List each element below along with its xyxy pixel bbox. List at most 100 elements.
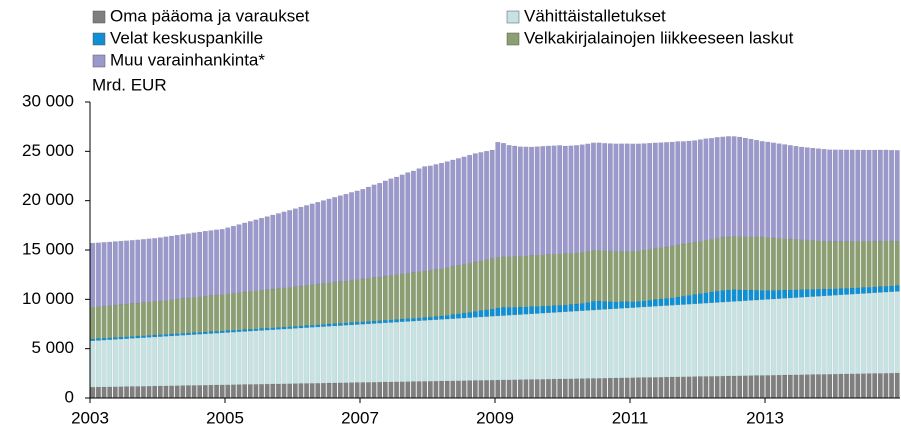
bar-segment (872, 240, 878, 288)
bar-segment (506, 379, 512, 399)
bar-segment (675, 296, 681, 306)
bar-segment (242, 222, 248, 293)
bar-segment (461, 156, 467, 265)
bar-segment (247, 291, 253, 330)
bar-segment (326, 323, 332, 327)
bar-segment (675, 244, 681, 298)
bar-segment (782, 238, 788, 291)
bar-segment (557, 305, 563, 313)
bar-segment (692, 303, 698, 377)
bar-segment (124, 386, 130, 399)
bar-segment (534, 146, 540, 256)
bar-segment (500, 315, 506, 381)
bar-segment (832, 149, 838, 242)
bar-segment (838, 241, 844, 289)
bar-segment (894, 291, 900, 374)
bar-segment (619, 377, 625, 399)
bar-segment (90, 242, 96, 308)
bar-segment (433, 164, 439, 270)
bar-segment (478, 380, 484, 399)
bar-segment (590, 142, 596, 251)
legend-label: Vähittäistalletukset (524, 6, 666, 25)
bar-segment (461, 380, 467, 399)
bar-segment (838, 373, 844, 399)
bar-segment (461, 264, 467, 314)
bar-segment (140, 302, 146, 336)
bar-segment (281, 326, 287, 330)
bar-segment (787, 145, 793, 240)
bar-segment (298, 327, 304, 384)
y-tick-label: 15 000 (22, 239, 74, 258)
bar-segment (107, 305, 113, 338)
bar-segment (129, 338, 135, 387)
bar-segment (270, 329, 276, 385)
bar-segment (320, 283, 326, 325)
bar-segment (883, 373, 889, 399)
bar-segment (365, 321, 371, 325)
bar-segment (652, 248, 658, 300)
bar-segment (326, 282, 332, 325)
bar-segment (399, 174, 405, 275)
bar-segment (506, 256, 512, 308)
bar-segment (804, 289, 810, 298)
legend-swatch (506, 10, 520, 24)
bar-segment (304, 325, 310, 328)
bar-segment (180, 385, 186, 399)
bar-segment (484, 259, 490, 310)
bar-segment (489, 308, 495, 317)
bar-segment (394, 381, 400, 399)
bar-segment (703, 302, 709, 377)
bar-segment (185, 233, 191, 299)
bar-segment (720, 290, 726, 303)
bar-segment (759, 290, 765, 300)
bar-segment (815, 288, 821, 297)
bar-segment (860, 287, 866, 294)
bar-segment (737, 375, 743, 399)
bar-segment (309, 327, 315, 384)
bar-segment (647, 299, 653, 307)
bar-segment (860, 293, 866, 374)
bar-segment (652, 377, 658, 399)
bar-segment (219, 229, 225, 295)
bar-segment (101, 386, 107, 399)
bar-segment (602, 377, 608, 399)
bar-segment (371, 323, 377, 383)
bar-segment (827, 241, 833, 290)
bar-segment (669, 297, 675, 306)
bar-segment (545, 254, 551, 306)
bar-segment (90, 340, 96, 388)
bar-segment (754, 299, 760, 376)
bar-segment (427, 316, 433, 321)
bar-segment (95, 338, 101, 341)
bar-segment (832, 294, 838, 375)
bar-segment (551, 312, 557, 380)
bar-segment (101, 305, 107, 339)
bar-segment (287, 210, 293, 288)
bar-segment (208, 230, 214, 296)
bar-segment (399, 381, 405, 399)
bar-segment (309, 383, 315, 399)
bar-segment (399, 321, 405, 382)
bar-segment (388, 178, 394, 276)
bar-segment (365, 186, 371, 279)
bar-segment (776, 238, 782, 291)
bar-segment (315, 383, 321, 399)
bar-segment (737, 136, 743, 237)
bar-segment (422, 381, 428, 399)
bar-segment (844, 287, 850, 295)
bar-segment (647, 377, 653, 399)
bar-segment (669, 245, 675, 299)
bar-segment (742, 375, 748, 399)
bar-segment (163, 336, 169, 387)
bar-segment (152, 334, 158, 338)
bar-segment (439, 268, 445, 317)
bar-segment (484, 380, 490, 399)
bar-segment (433, 269, 439, 317)
bar-segment (422, 166, 428, 272)
bar-segment (197, 231, 203, 297)
bar-segment (635, 301, 641, 308)
bar-segment (815, 148, 821, 241)
bar-segment (815, 296, 821, 375)
bar-segment (371, 320, 377, 324)
bar-segment (455, 318, 461, 381)
